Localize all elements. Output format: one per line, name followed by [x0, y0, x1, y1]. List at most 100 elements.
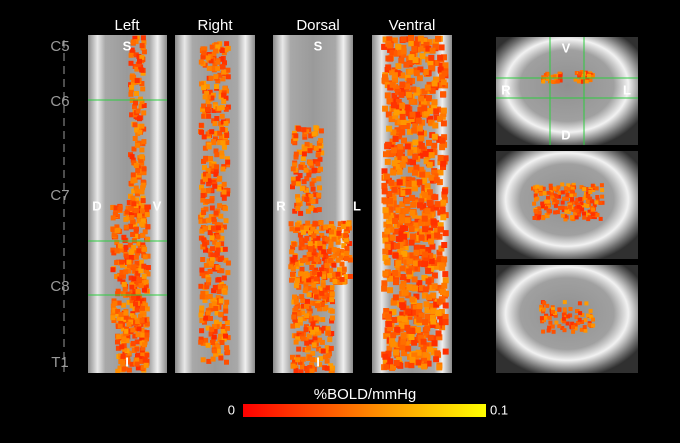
- voxel: [316, 193, 321, 198]
- voxel: [432, 283, 438, 289]
- voxel: [312, 222, 317, 227]
- voxel: [437, 299, 443, 305]
- voxel: [123, 286, 128, 291]
- voxel: [311, 199, 316, 204]
- voxel: [423, 286, 429, 292]
- voxel: [138, 130, 143, 135]
- voxel: [133, 122, 138, 127]
- voxel: [390, 82, 396, 88]
- voxel: [129, 255, 134, 260]
- voxel: [308, 161, 313, 166]
- voxel: [301, 230, 306, 235]
- voxel: [289, 249, 294, 254]
- voxel: [578, 197, 582, 201]
- voxel: [392, 270, 398, 276]
- voxel: [426, 294, 432, 300]
- voxel: [206, 55, 211, 60]
- voxel: [398, 92, 404, 98]
- voxel: [318, 220, 323, 225]
- voxel: [224, 133, 229, 138]
- voxel: [336, 272, 341, 277]
- voxel: [422, 319, 428, 325]
- voxel: [308, 241, 313, 246]
- voxel: [200, 257, 205, 262]
- voxel: [441, 79, 447, 85]
- voxel: [439, 265, 445, 271]
- voxel: [223, 247, 228, 252]
- voxel: [548, 316, 552, 320]
- voxel: [214, 116, 219, 121]
- voxel: [201, 193, 206, 198]
- voxel: [394, 243, 400, 249]
- voxel: [308, 247, 313, 252]
- voxel: [290, 324, 295, 329]
- axial-2: [496, 151, 638, 259]
- voxel: [224, 41, 229, 46]
- voxel: [441, 120, 447, 126]
- voxel: [411, 181, 417, 187]
- voxel: [596, 213, 600, 217]
- voxel: [423, 69, 429, 75]
- voxel: [134, 163, 139, 168]
- voxel: [329, 346, 334, 351]
- voxel: [209, 261, 214, 266]
- voxel: [561, 190, 565, 194]
- voxel: [144, 280, 149, 285]
- voxel: [563, 307, 567, 311]
- panel-title: Right: [197, 17, 233, 34]
- voxel: [124, 254, 129, 259]
- voxel: [383, 151, 389, 157]
- voxel: [317, 272, 322, 277]
- voxel: [210, 246, 215, 251]
- voxel: [218, 312, 223, 317]
- voxel: [212, 184, 217, 189]
- voxel: [115, 228, 120, 233]
- voxel: [384, 228, 390, 234]
- voxel: [207, 66, 212, 71]
- voxel: [326, 326, 331, 331]
- voxel: [381, 183, 387, 189]
- voxel: [544, 316, 548, 320]
- voxel: [139, 68, 144, 73]
- voxel: [301, 127, 306, 132]
- voxel: [142, 247, 147, 252]
- voxel: [582, 216, 586, 220]
- voxel: [130, 179, 135, 184]
- level-label: C6: [50, 93, 69, 110]
- voxel: [382, 271, 388, 277]
- voxel: [134, 208, 139, 213]
- voxel: [535, 185, 539, 189]
- voxel: [203, 177, 208, 182]
- voxel: [131, 39, 136, 44]
- page: {"panels": [{"title": "Left"}, {"title":…: [0, 0, 680, 438]
- voxel: [390, 341, 396, 347]
- voxel: [556, 185, 560, 189]
- voxel: [141, 35, 146, 40]
- voxel: [333, 279, 338, 284]
- voxel: [381, 280, 387, 286]
- voxel: [443, 277, 449, 283]
- voxel: [112, 301, 117, 306]
- voxel: [405, 346, 411, 352]
- voxel: [412, 170, 418, 176]
- voxel: [400, 162, 406, 168]
- voxel: [198, 284, 203, 289]
- voxel: [297, 312, 302, 317]
- voxel: [432, 99, 438, 105]
- voxel: [432, 134, 438, 140]
- voxel: [440, 200, 446, 206]
- voxel: [549, 186, 553, 190]
- voxel: [416, 360, 422, 366]
- voxel: [289, 278, 294, 283]
- voxel: [547, 326, 551, 330]
- voxel: [385, 64, 391, 70]
- voxel: [299, 369, 304, 374]
- voxel: [217, 284, 222, 289]
- voxel: [294, 283, 299, 288]
- voxel: [138, 97, 143, 102]
- voxel: [404, 325, 410, 331]
- voxel: [416, 179, 422, 185]
- voxel: [542, 308, 546, 312]
- voxel: [336, 231, 341, 236]
- voxel: [116, 289, 121, 294]
